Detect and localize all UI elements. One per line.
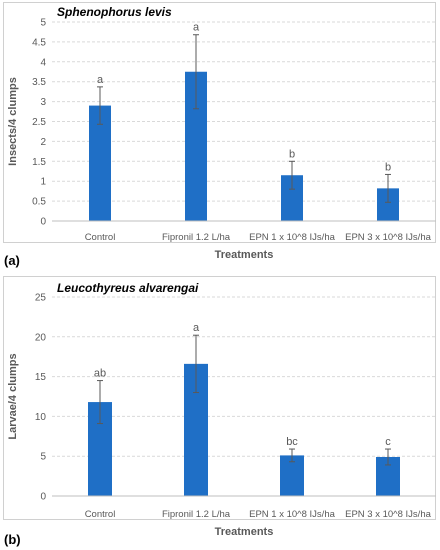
bar — [377, 188, 399, 221]
x-category-label: EPN 1 x 10^8 IJs/ha — [249, 509, 335, 520]
chart-frame — [3, 276, 436, 520]
x-category-label: EPN 3 x 10^8 IJs/ha — [345, 232, 431, 243]
x-axis-title: Treatments — [215, 249, 274, 261]
x-category-label: EPN 1 x 10^8 IJs/ha — [249, 232, 335, 243]
bar — [89, 105, 111, 221]
chart-frame — [3, 2, 436, 243]
y-tick-label: 5 — [40, 452, 46, 463]
panel-label: (b) — [4, 532, 21, 547]
y-tick-label: 2.5 — [32, 117, 46, 128]
chart-title: Leucothyreus alvarengai — [57, 281, 199, 295]
x-category-label: Control — [85, 509, 116, 520]
y-tick-label: 1 — [40, 177, 46, 188]
bar — [185, 71, 207, 221]
y-tick-label: 1.5 — [32, 157, 46, 168]
significance-label: ab — [94, 368, 106, 380]
y-axis-title: Larvae/4 clumps — [7, 353, 19, 439]
chart-b: 0 5 10 15 20 25 ab Control a Fipronil 1.2 L/ha bc E… — [3, 276, 436, 547]
significance-label: c — [385, 436, 391, 448]
significance-label: a — [193, 22, 200, 34]
chart-panel-a: 0 0.5 1 1.5 2 2.5 3 3.5 4 4.5 5 a Control a Fipronil 1… — [0, 0, 440, 268]
y-tick-label: 4.5 — [32, 37, 46, 48]
x-category-label: Fipronil 1.2 L/ha — [162, 232, 231, 243]
y-tick-label: 25 — [35, 293, 47, 304]
chart-title: Sphenophorus levis — [57, 5, 172, 19]
chart-a: 0 0.5 1 1.5 2 2.5 3 3.5 4 4.5 5 a Control a Fipronil 1… — [3, 2, 436, 268]
x-category-label: Fipronil 1.2 L/ha — [162, 509, 231, 520]
significance-label: a — [97, 74, 104, 86]
bar — [281, 175, 303, 221]
y-tick-label: 5 — [40, 18, 46, 29]
y-tick-label: 15 — [35, 372, 47, 383]
y-tick-label: 0 — [40, 492, 46, 503]
y-tick-label: 3 — [40, 97, 46, 108]
x-category-label: EPN 3 x 10^8 IJs/ha — [345, 509, 431, 520]
y-tick-label: 0 — [40, 217, 46, 228]
y-tick-label: 3.5 — [32, 77, 46, 88]
y-tick-label: 10 — [35, 412, 47, 423]
x-axis-title: Treatments — [215, 526, 274, 538]
y-tick-label: 2 — [40, 137, 46, 148]
y-tick-label: 20 — [35, 332, 47, 343]
y-axis-title: Insects/4 clumps — [7, 77, 19, 166]
chart-panel-b: 0 5 10 15 20 25 ab Control a Fipronil 1.2 L/ha bc E… — [0, 276, 440, 550]
panel-label: (a) — [4, 253, 20, 268]
significance-label: bc — [286, 436, 298, 448]
x-category-label: Control — [85, 232, 116, 243]
significance-label: a — [193, 322, 200, 334]
significance-label: b — [289, 148, 295, 160]
y-tick-label: 4 — [40, 57, 46, 68]
significance-label: b — [385, 161, 391, 173]
y-tick-label: 0.5 — [32, 197, 46, 208]
